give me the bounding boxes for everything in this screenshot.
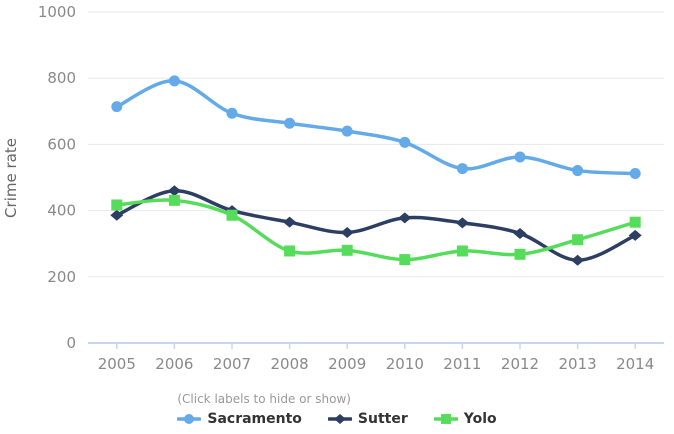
x-axis-tick-labels: 2005 2006 2007 2008 2009 2010 2011 2012 2013 2014 — [98, 355, 655, 373]
legend-item-label: Sacramento — [207, 411, 302, 427]
legend-item-label: Sutter — [357, 411, 408, 427]
legend-item-label: Yolo — [463, 411, 497, 427]
legend-item-sutter[interactable]: Sutter — [327, 411, 408, 427]
y-axis-tick-labels: 0 200 400 600 800 1000 — [38, 3, 76, 352]
svg-text:2005: 2005 — [98, 355, 136, 372]
svg-text:2010: 2010 — [386, 355, 424, 372]
y-gridlines — [88, 11, 664, 278]
yolo-series-marker-icon — [433, 414, 458, 424]
svg-text:800: 800 — [47, 69, 76, 87]
legend-hint-text: (Click labels to hide or show) — [177, 392, 351, 406]
legend-item-sacramento[interactable]: Sacramento — [177, 411, 302, 427]
svg-text:0: 0 — [66, 334, 76, 352]
legend-item-yolo[interactable]: Yolo — [433, 411, 497, 427]
svg-text:1000: 1000 — [38, 3, 76, 21]
series-lines-and-markers — [110, 75, 642, 266]
svg-text:2012: 2012 — [501, 355, 539, 372]
svg-text:2008: 2008 — [271, 355, 309, 372]
svg-text:2009: 2009 — [328, 355, 366, 372]
svg-text:2014: 2014 — [616, 355, 654, 372]
svg-text:600: 600 — [47, 135, 76, 153]
svg-text:400: 400 — [47, 202, 76, 220]
y-axis-title: Crime rate — [2, 138, 20, 218]
legend-block: (Click labels to hide or show) Sacrament… — [177, 392, 497, 427]
svg-text:2011: 2011 — [443, 355, 481, 372]
sutter-series-marker-icon — [327, 414, 352, 424]
chart-legend: Sacramento Sutter Yolo — [177, 411, 497, 427]
svg-text:2007: 2007 — [213, 355, 251, 372]
svg-text:2013: 2013 — [559, 355, 597, 372]
svg-text:2006: 2006 — [155, 355, 193, 372]
x-axis-line-and-ticks — [88, 342, 664, 349]
sacramento-series-marker-icon — [177, 414, 202, 424]
svg-text:200: 200 — [47, 268, 76, 286]
